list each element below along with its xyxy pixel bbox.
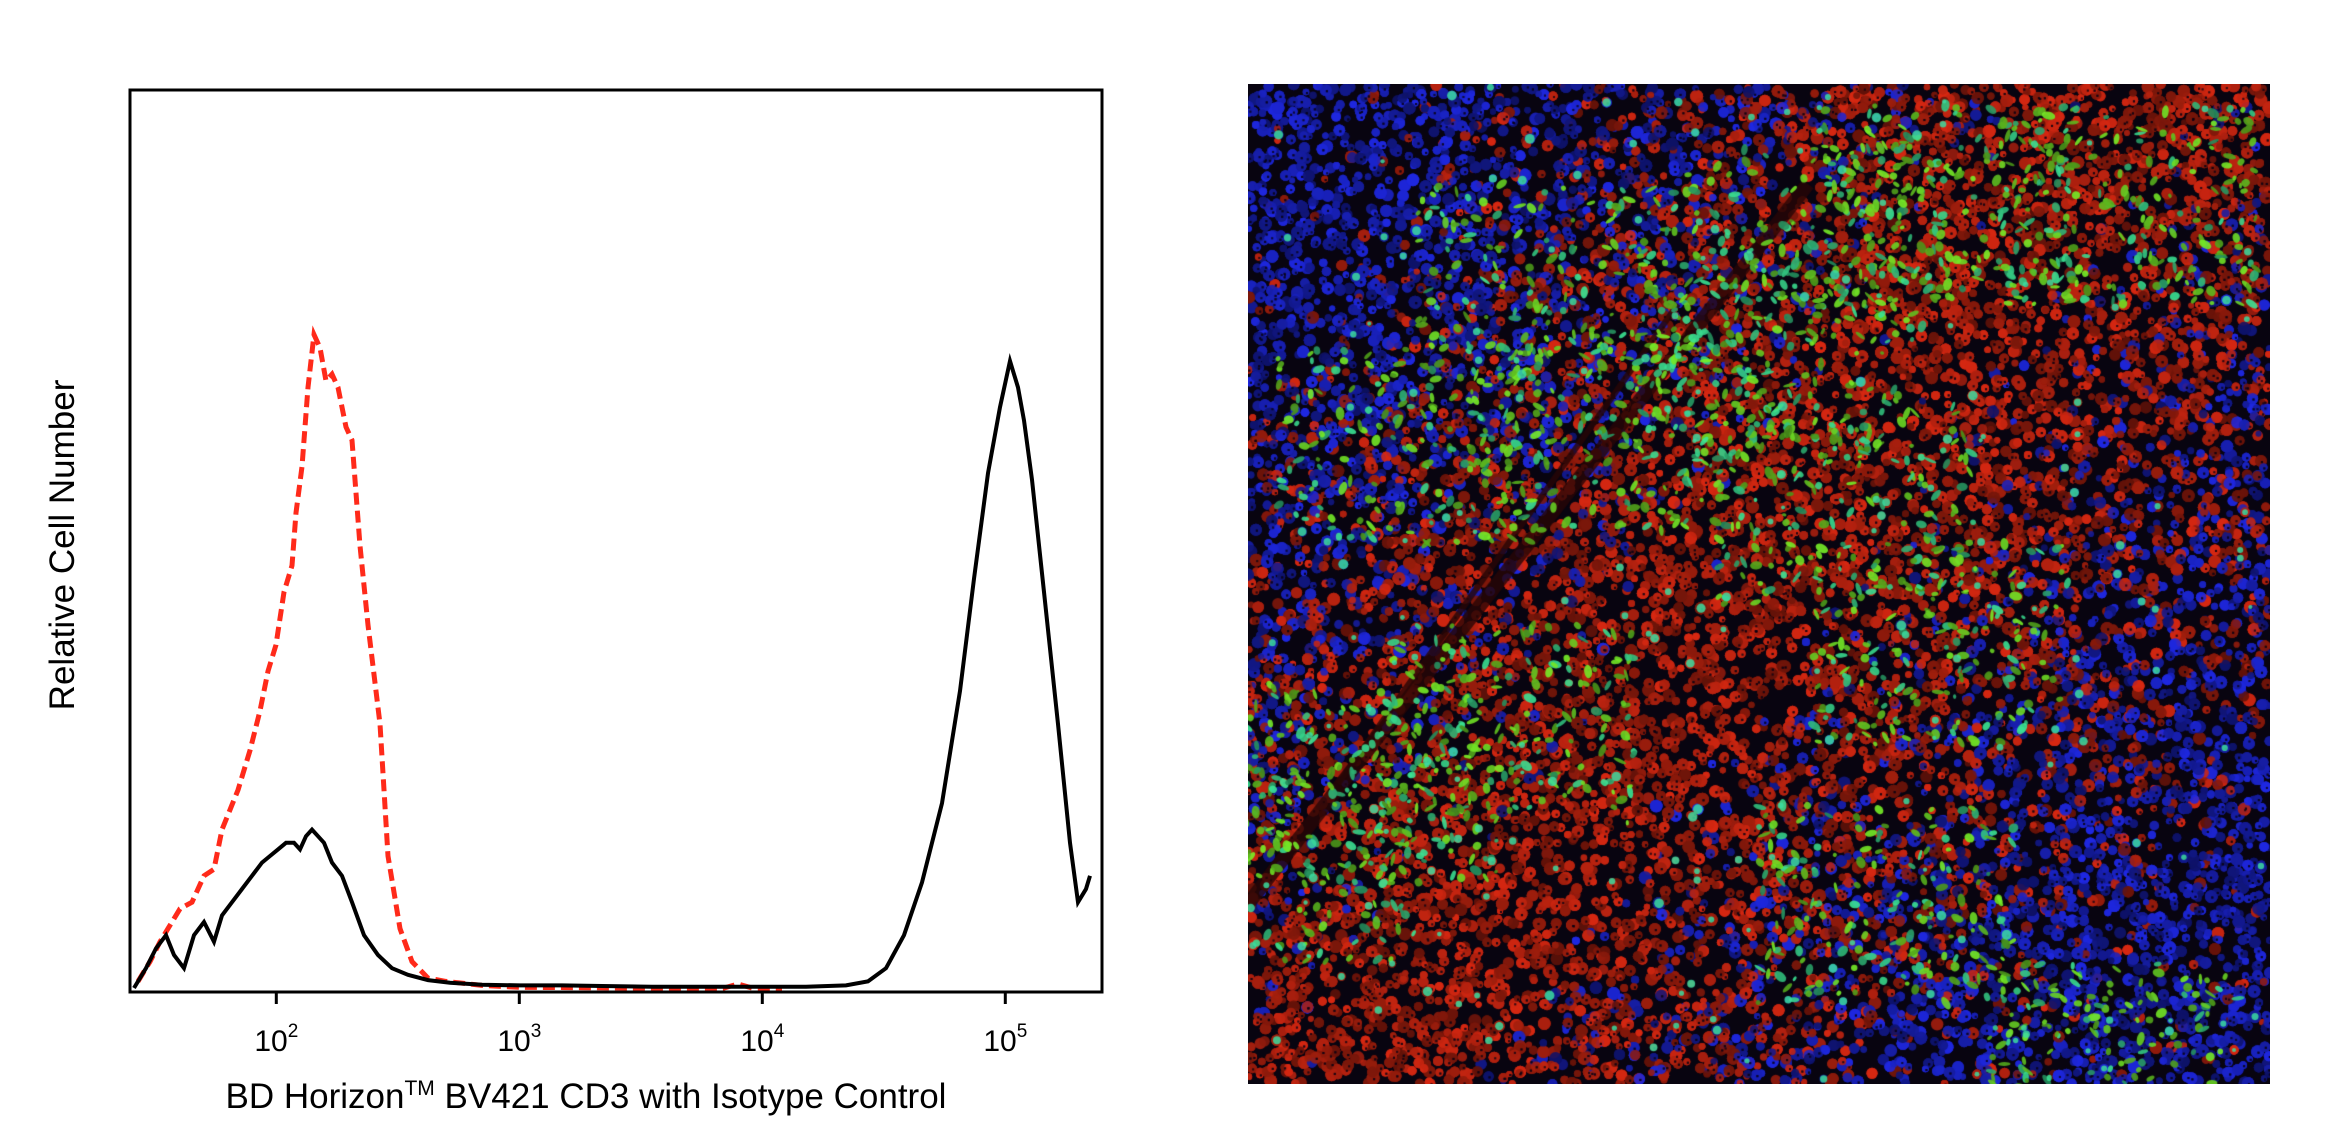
plot-frame (128, 88, 1104, 994)
x-tick-label: 104 (740, 1021, 784, 1058)
series-layer (132, 325, 1092, 991)
x-axis-title: BD HorizonTM BV421 CD3 with Isotype Cont… (226, 1077, 947, 1116)
fluorescence-micrograph (1248, 84, 2270, 1084)
x-tick-label: 103 (497, 1021, 541, 1058)
x-axis-title-prefix: BD Horizon (226, 1077, 405, 1116)
x-tick-label: 102 (254, 1021, 298, 1058)
x-axis-title-suffix: BV421 CD3 with Isotype Control (435, 1077, 947, 1116)
x-axis-ticks: 102 103 104 105 (254, 992, 1027, 1058)
x-tick-label: 105 (983, 1021, 1027, 1058)
y-axis-title: Relative Cell Number (43, 379, 82, 710)
micrograph-image (1248, 84, 2270, 1084)
flow-histogram-chart: 102 103 104 105 Relative Cell Number BD Hor… (43, 88, 1104, 1116)
isotype-control-series-line (135, 325, 782, 991)
cd3-stained-series-line (132, 353, 1092, 990)
x-axis-title-tm: TM (404, 1077, 434, 1100)
